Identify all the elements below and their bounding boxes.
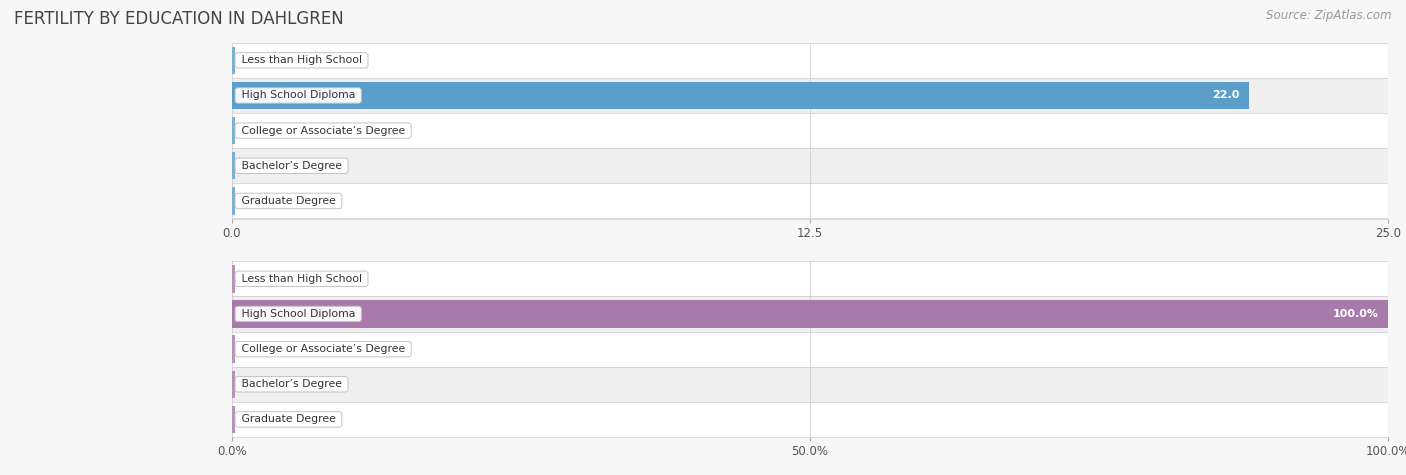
Text: 0.0%: 0.0% [247,344,276,354]
Bar [232,332,1388,367]
Bar [232,187,235,215]
Bar [232,47,235,74]
Text: 0.0: 0.0 [247,161,264,171]
Text: High School Diploma: High School Diploma [238,309,359,319]
Bar [232,300,1388,328]
Text: 0.0: 0.0 [247,196,264,206]
Bar [232,265,235,293]
Text: 0.0%: 0.0% [247,274,276,284]
Text: Bachelor’s Degree: Bachelor’s Degree [238,161,346,171]
Bar [232,113,1388,148]
Bar [232,82,1249,109]
Text: Bachelor’s Degree: Bachelor’s Degree [238,379,346,389]
Text: 22.0: 22.0 [1212,90,1240,101]
Bar [232,335,235,363]
Text: Graduate Degree: Graduate Degree [238,414,339,425]
Text: Graduate Degree: Graduate Degree [238,196,339,206]
Text: 0.0: 0.0 [247,55,264,66]
Text: 0.0: 0.0 [247,125,264,136]
Bar [232,117,235,144]
Text: FERTILITY BY EDUCATION IN DAHLGREN: FERTILITY BY EDUCATION IN DAHLGREN [14,10,344,28]
Text: College or Associate’s Degree: College or Associate’s Degree [238,344,409,354]
Bar [232,261,1388,296]
Text: High School Diploma: High School Diploma [238,90,359,101]
Bar [232,78,1388,113]
Bar [232,370,235,398]
Bar [232,406,235,433]
Bar [232,296,1388,332]
Bar [232,43,1388,78]
Bar [232,402,1388,437]
Bar [232,148,1388,183]
Bar [232,367,1388,402]
Text: 100.0%: 100.0% [1333,309,1378,319]
Text: 0.0%: 0.0% [247,379,276,389]
Bar [232,183,1388,218]
Text: Source: ZipAtlas.com: Source: ZipAtlas.com [1267,10,1392,22]
Text: 0.0%: 0.0% [247,414,276,425]
Text: College or Associate’s Degree: College or Associate’s Degree [238,125,409,136]
Bar [232,152,235,180]
Text: Less than High School: Less than High School [238,274,366,284]
Text: Less than High School: Less than High School [238,55,366,66]
